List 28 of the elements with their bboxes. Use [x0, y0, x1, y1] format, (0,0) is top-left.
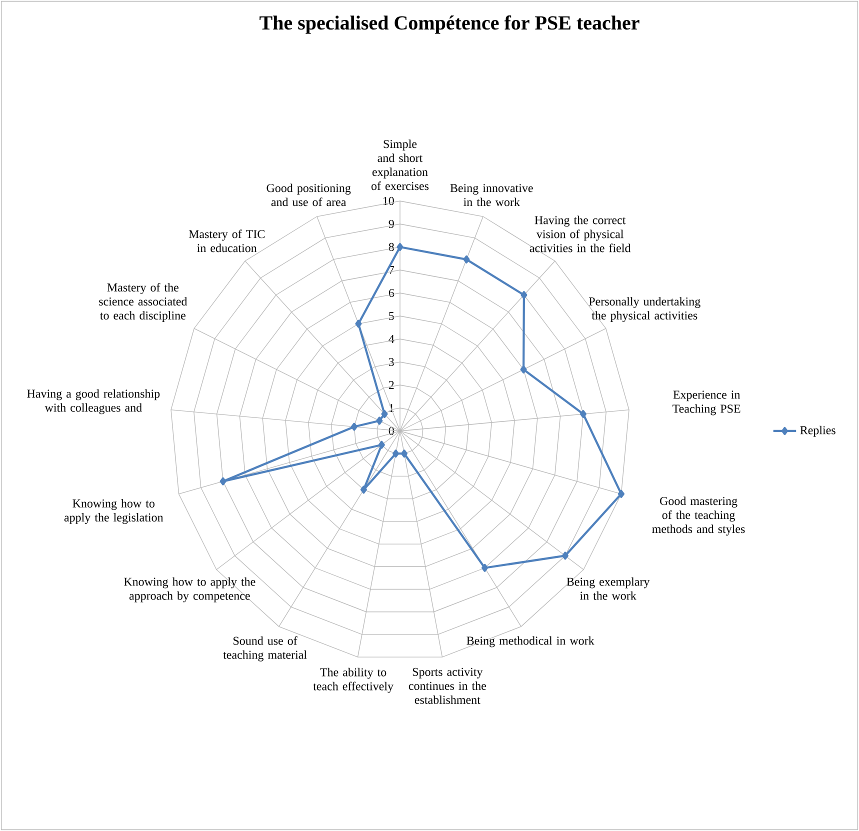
spoke-label: Sound use of teaching material — [223, 636, 307, 662]
y-tick-label: 9 — [388, 220, 394, 228]
spoke-label: Having the correct vision of physical activities in the field — [530, 216, 631, 252]
y-tick-label: 2 — [388, 381, 394, 389]
spoke-label: Being methodical in work — [466, 636, 594, 648]
spoke-label: Sports activity continues in the establishment — [408, 668, 486, 704]
y-tick-label: 3 — [388, 358, 394, 366]
spoke-label: Simple and short explanation of exercises — [371, 140, 429, 190]
y-tick-label: 5 — [389, 312, 394, 320]
spoke-label: The ability to teach effectively — [313, 668, 394, 693]
spoke-label: Good positioning and use of area — [266, 184, 351, 206]
spoke-label: Good mastering of the teaching methods and styles — [652, 496, 745, 536]
spoke-label: Having a good relationship with colleagues and — [27, 389, 160, 414]
spoke-label: Personally undertaking the physical activities — [588, 297, 700, 322]
spoke-label: Knowing how to apply the legislation — [64, 499, 164, 524]
y-tick-label: 10 — [383, 196, 394, 206]
spoke-label: Being exemplary in the work — [566, 577, 650, 600]
y-tick-label: 8 — [388, 242, 394, 252]
spoke-label: Mastery of TIC in education — [188, 230, 265, 252]
chart-title: The specialised Compétence for PSE teacher — [260, 15, 640, 34]
spoke-label: Being innovative in the work — [450, 184, 533, 206]
y-tick-label: 6 — [388, 288, 394, 298]
spoke-label: Knowing how to apply the approach by competence — [124, 577, 256, 602]
y-tick-label: 4 — [388, 335, 394, 343]
y-tick-label: 0 — [388, 426, 394, 436]
spoke-label: Experience in Teaching PSE — [672, 390, 740, 416]
spoke-label: Mastery of the science associated to each discipline — [99, 282, 188, 322]
legend-label: Replies — [800, 426, 836, 437]
